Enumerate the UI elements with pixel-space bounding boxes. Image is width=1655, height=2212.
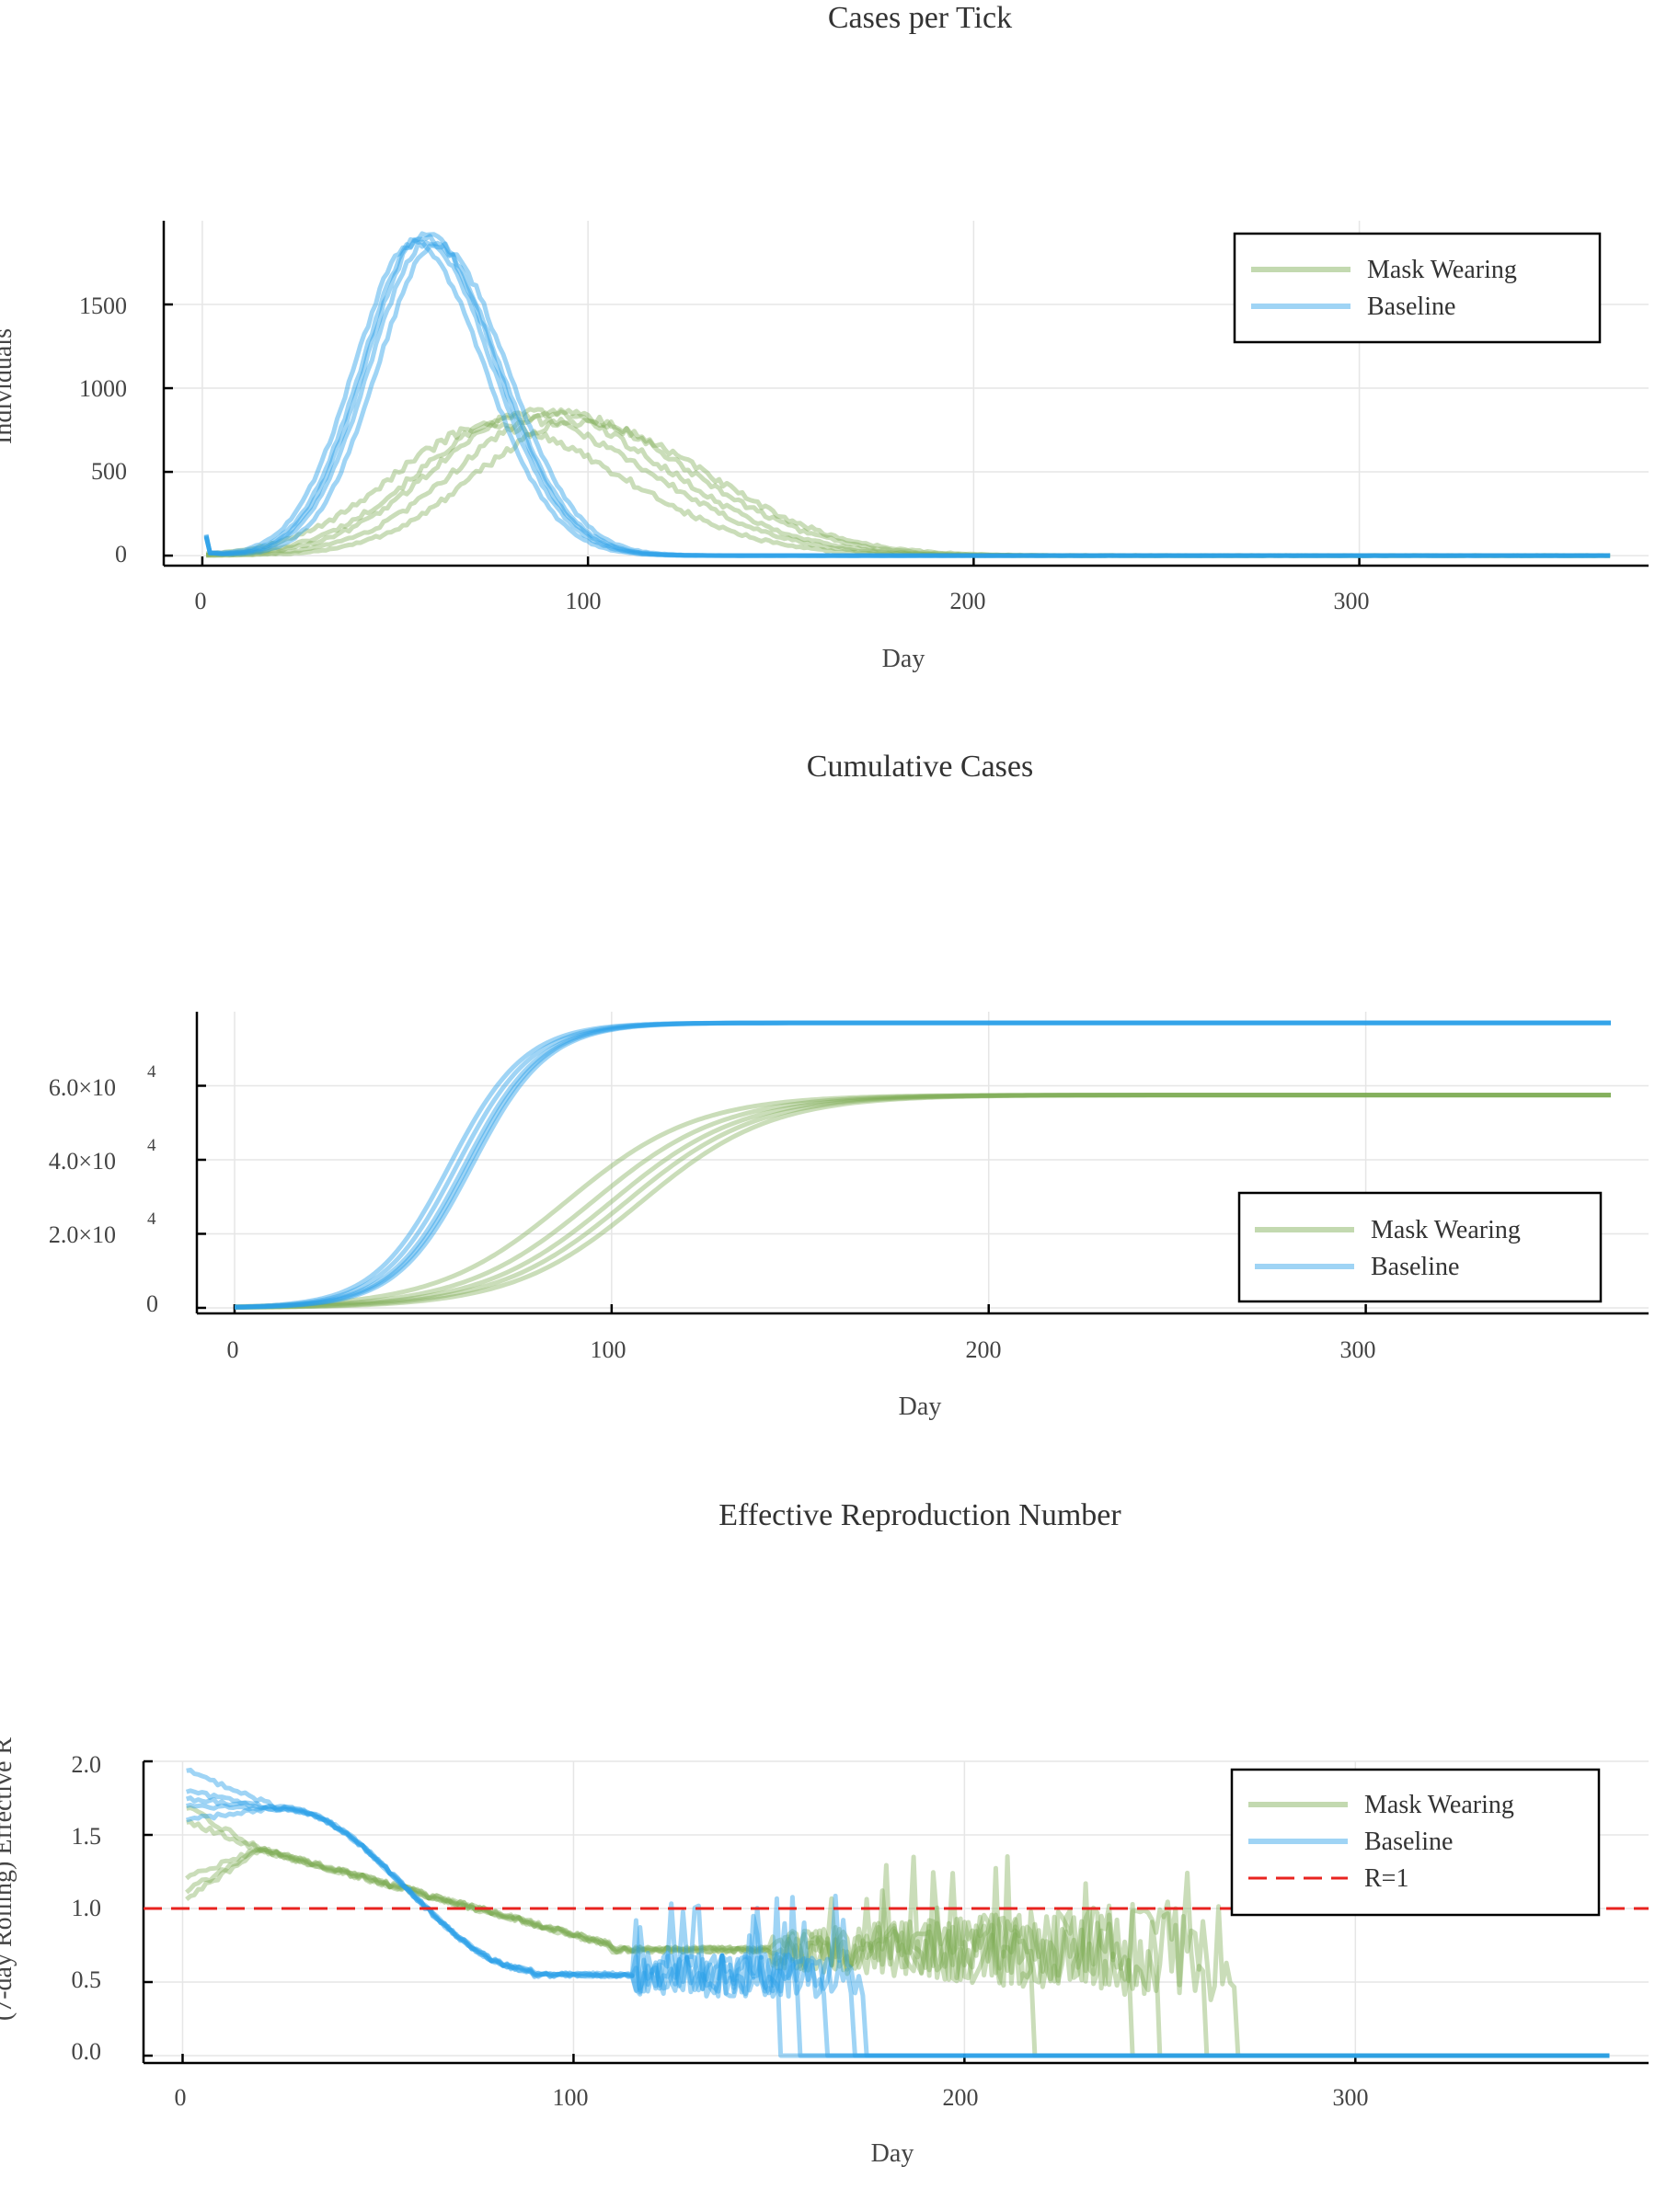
y-tick-label: 1000 — [79, 375, 127, 402]
series-line-mask-wearing — [205, 419, 1611, 558]
chart-title: Cases per Tick — [828, 1, 1012, 35]
series-lines — [203, 231, 1611, 558]
panel-cumulative-cases: Cumulative Cases Day 0 100 200 300 0 2.0… — [49, 750, 1649, 1421]
x-tick-label: 0 — [175, 2084, 187, 2111]
chart-title: Cumulative Cases — [807, 750, 1033, 784]
panel-cases-per-tick: Cases per Tick Day Individuals 0 100 200… — [0, 1, 1649, 673]
series-line-mask-wearing — [205, 417, 1611, 558]
series-line-mask-wearing — [235, 1093, 1611, 1310]
x-axis-label: Day — [899, 1393, 942, 1421]
y-axis-label: (7-day Rolling) Effective R — [0, 1737, 17, 2022]
series-line-baseline — [234, 1020, 1611, 1310]
legend-label-mask: Mask Wearing — [1367, 256, 1517, 284]
legend: Mask Wearing Baseline R=1 — [1230, 1768, 1601, 1917]
legend-label-baseline: Baseline — [1364, 1828, 1453, 1856]
series-line-mask-wearing — [185, 1846, 1610, 2058]
series-line-baseline — [235, 1020, 1611, 1310]
y-tick-label: 0.5 — [72, 1966, 102, 1993]
series-line-mask-wearing — [185, 1846, 1610, 2058]
series-line-mask-wearing — [205, 407, 1611, 558]
series-line-baseline — [186, 1803, 1610, 2058]
x-tick-label: 200 — [943, 2084, 979, 2111]
y-tick-exponent: 4 — [147, 1209, 156, 1229]
legend-label-baseline: Baseline — [1367, 292, 1455, 321]
x-tick-label: 100 — [553, 2084, 589, 2111]
series-lines — [185, 1767, 1610, 2058]
x-tick-label: 300 — [1340, 1336, 1376, 1363]
series-line-baseline — [203, 234, 1611, 558]
series-line-mask-wearing — [235, 1093, 1611, 1310]
series-line-mask-wearing — [185, 1847, 1610, 2058]
x-tick-label: 100 — [566, 588, 602, 614]
gridlines — [197, 1012, 1649, 1313]
legend-label-mask: Mask Wearing — [1364, 1791, 1514, 1819]
panel-effective-r: Effective Reproduction Number Day (7-day… — [0, 1498, 1649, 2168]
y-tick-label: 2.0×10 — [49, 1221, 116, 1248]
series-line-baseline — [185, 1788, 1610, 2058]
series-line-mask-wearing — [205, 412, 1611, 558]
x-tick-label: 300 — [1333, 2084, 1369, 2111]
series-line-mask-wearing — [235, 1093, 1611, 1310]
series-line-baseline — [203, 241, 1611, 558]
x-tick-label: 0 — [227, 1336, 239, 1363]
series-line-baseline — [234, 1020, 1611, 1310]
y-tick-label: 6.0×10 — [49, 1074, 116, 1101]
series-line-mask-wearing — [234, 1093, 1611, 1310]
x-axis-label: Day — [871, 2139, 914, 2168]
x-tick-label: 300 — [1334, 588, 1370, 614]
x-axis-label: Day — [882, 645, 925, 673]
y-tick-label: 2.0 — [72, 1751, 102, 1778]
y-axis-label: Individuals — [0, 328, 17, 444]
series-line-baseline — [203, 231, 1611, 558]
legend: Mask Wearing Baseline — [1237, 1191, 1603, 1303]
x-tick-label: 0 — [195, 588, 207, 614]
x-tick-label: 100 — [591, 1336, 626, 1363]
series-line-mask-wearing — [186, 1805, 1610, 2058]
series-line-mask-wearing — [234, 1093, 1611, 1310]
y-tick-label: 1.5 — [72, 1823, 102, 1850]
series-line-baseline — [234, 1020, 1611, 1310]
chart-title: Effective Reproduction Number — [718, 1498, 1121, 1532]
y-tick-label: 1500 — [79, 292, 127, 319]
y-tick-label: 0 — [146, 1290, 158, 1317]
series-line-baseline — [186, 1767, 1610, 2058]
y-tick-label: 4.0×10 — [49, 1148, 116, 1175]
legend-label-baseline: Baseline — [1371, 1253, 1459, 1281]
series-line-mask-wearing — [205, 407, 1611, 558]
y-tick-label: 0 — [115, 541, 127, 567]
x-tick-label: 200 — [950, 588, 986, 614]
series-line-mask-wearing — [186, 1819, 1610, 2058]
x-tick-label: 200 — [966, 1336, 1002, 1363]
series-line-baseline — [185, 1795, 1610, 2058]
y-tick-label: 500 — [91, 458, 127, 485]
legend-label-r1: R=1 — [1364, 1864, 1408, 1893]
legend: Mask Wearing Baseline — [1233, 232, 1602, 344]
y-tick-exponent: 4 — [147, 1136, 156, 1155]
series-line-baseline — [203, 240, 1611, 558]
y-tick-label: 1.0 — [72, 1895, 102, 1921]
y-tick-label: 0.0 — [72, 2038, 102, 2065]
series-line-baseline — [234, 1020, 1611, 1310]
legend-box — [1230, 1768, 1601, 1917]
series-line-baseline — [203, 236, 1611, 558]
y-tick-exponent: 4 — [147, 1062, 156, 1082]
legend-box — [1233, 232, 1602, 344]
legend-label-mask: Mask Wearing — [1371, 1216, 1521, 1244]
legend-box — [1237, 1191, 1603, 1303]
series-line-baseline — [185, 1804, 1610, 2058]
series-lines — [234, 1020, 1611, 1310]
